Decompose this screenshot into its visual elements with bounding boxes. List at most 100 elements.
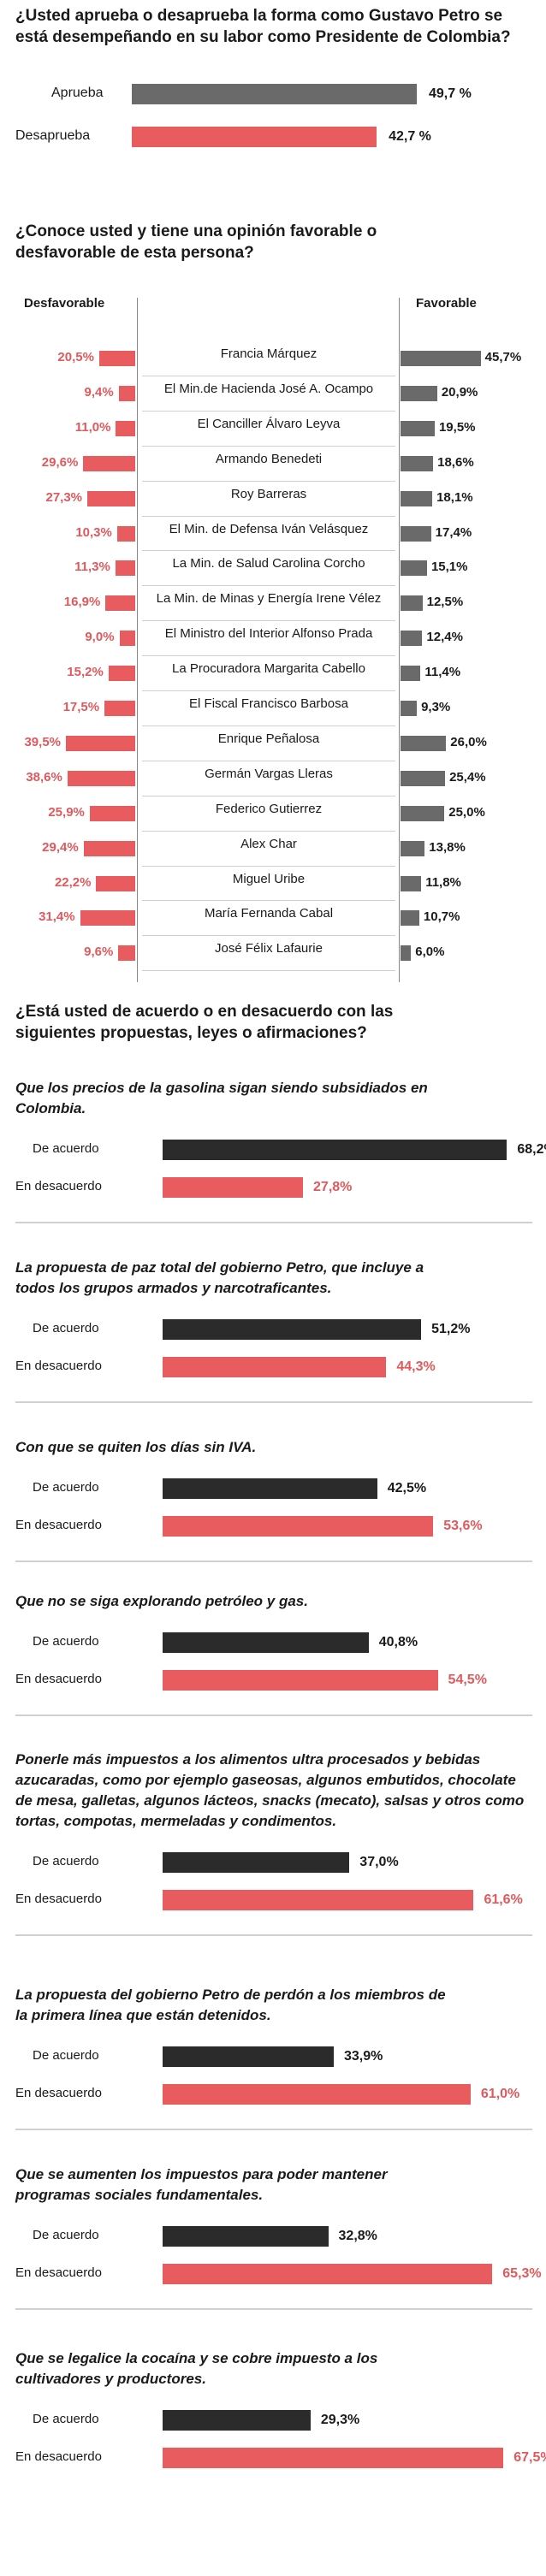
unfavorable-bar [67, 770, 135, 786]
favorable-bar [401, 490, 433, 506]
row-divider [142, 480, 395, 482]
proposal-text: La propuesta del gobierno Petro de perdó… [15, 1987, 446, 2023]
left-axis-line [137, 298, 138, 982]
agree-value: 68,2% [517, 1142, 546, 1157]
disagree-value: 54,5% [448, 1673, 487, 1687]
proposal-text: Que se aumenten los impuestos para poder… [15, 2166, 388, 2203]
row-divider [142, 585, 395, 587]
unfavorable-bar [83, 840, 135, 856]
disagree-value: 27,8% [313, 1180, 353, 1194]
favorability-question: ¿Conoce usted y tiene una opinión favora… [15, 222, 377, 262]
unfavorable-value: 11,3% [74, 560, 110, 575]
unfavorable-bar [105, 595, 135, 612]
favorable-bar [401, 385, 437, 401]
person-name: El Fiscal Francisco Barbosa [189, 696, 348, 711]
unfavorable-bar [119, 631, 135, 647]
disagree-bar [163, 1357, 387, 1377]
disapprove-label: Desaprueba [15, 128, 91, 143]
agree-label: De acuerdo [33, 1480, 99, 1495]
row-divider [142, 865, 395, 867]
section-divider [15, 1934, 532, 1936]
disagree-label: En desacuerdo [15, 2449, 102, 2464]
unfavorable-bar [89, 805, 135, 821]
section-divider [15, 1560, 532, 1562]
unfavorable-value: 31,4% [39, 909, 75, 925]
favorable-bar [401, 945, 412, 962]
favorable-value: 18,6% [437, 454, 474, 470]
unfavorable-header: Desfavorable [24, 296, 105, 311]
unfavorable-bar [116, 420, 135, 436]
favorable-value: 17,4% [435, 524, 472, 540]
agree-bar [163, 2410, 311, 2431]
unfavorable-value: 25,9% [48, 804, 85, 820]
agree-bar [163, 2226, 329, 2247]
favorable-bar [401, 805, 445, 821]
favorable-bar [401, 770, 446, 786]
disapprove-value: 42,7 % [389, 129, 431, 144]
proposal-text: Que no se siga explorando petróleo y gas… [15, 1593, 308, 1609]
person-name: La Min. de Minas y Energía Irene Vélez [156, 591, 382, 607]
favorable-bar [401, 666, 421, 682]
agree-label: De acuerdo [33, 1854, 99, 1868]
agree-bar [163, 1632, 369, 1653]
unfavorable-bar [116, 525, 135, 542]
disagree-label: En desacuerdo [15, 1518, 102, 1532]
disagree-bar [163, 2264, 493, 2284]
favorable-bar [401, 875, 422, 891]
person-name: La Min. de Salud Carolina Corcho [172, 556, 365, 571]
row-divider [142, 655, 395, 657]
proposals-question: ¿Está usted de acuerdo o en desacuerdo c… [15, 1003, 394, 1042]
favorable-bar [401, 420, 435, 436]
agree-value: 40,8% [378, 1635, 418, 1649]
favorable-value: 15,1% [430, 560, 468, 575]
unfavorable-bar [118, 385, 135, 401]
unfavorable-bar [115, 560, 135, 577]
disagree-value: 67,5% [513, 2450, 546, 2465]
row-divider [142, 445, 395, 447]
unfavorable-value: 16,9% [63, 595, 101, 610]
row-divider [142, 725, 395, 726]
row-divider [142, 515, 395, 517]
favorable-bar [401, 910, 419, 927]
row-divider [142, 620, 395, 622]
disagree-value: 61,6% [484, 1892, 523, 1907]
person-name: Enrique Peñalosa [217, 731, 320, 746]
unfavorable-bar [83, 455, 135, 471]
row-divider [142, 550, 395, 552]
row-divider [142, 970, 395, 972]
row-divider [142, 410, 395, 412]
unfavorable-bar [66, 735, 135, 751]
agree-label: De acuerdo [33, 2412, 99, 2426]
disagree-value: 61,0% [480, 2087, 520, 2101]
person-name: El Canciller Álvaro Leyva [197, 416, 341, 431]
disagree-label: En desacuerdo [15, 1179, 102, 1193]
favorable-value: 6,0% [415, 945, 445, 960]
person-name: Armando Benedeti [215, 451, 323, 466]
person-name: Miguel Uribe [232, 871, 306, 886]
person-name: María Fernanda Cabal [204, 906, 334, 921]
favorable-bar [401, 560, 427, 577]
person-name: La Procuradora Margarita Cabello [172, 661, 365, 677]
disagree-value: 44,3% [396, 1359, 436, 1374]
proposal-text: Que se legalice la cocaína y se cobre im… [15, 2350, 378, 2387]
favorable-value: 11,4% [424, 665, 461, 680]
agree-label: De acuerdo [33, 1141, 99, 1156]
person-name: El Min. de Defensa Iván Velásquez [169, 521, 369, 536]
row-divider [142, 935, 395, 937]
person-name: El Ministro del Interior Alfonso Prada [164, 626, 373, 642]
unfavorable-value: 10,3% [75, 524, 112, 540]
unfavorable-value: 20,5% [57, 350, 94, 364]
favorable-value: 11,8% [425, 874, 461, 890]
approve-label: Aprueba [51, 86, 104, 100]
disagree-value: 65,3% [502, 2266, 542, 2281]
favorable-value: 9,3% [421, 700, 451, 714]
agree-bar [163, 1319, 422, 1340]
unfavorable-value: 27,3% [45, 489, 83, 505]
agree-bar [163, 1478, 377, 1499]
agree-value: 32,8% [338, 2229, 377, 2243]
favorable-value: 45,7% [484, 350, 522, 364]
row-divider [142, 900, 395, 902]
unfavorable-value: 38,6% [26, 769, 62, 785]
favorable-value: 12,4% [426, 630, 463, 645]
favorable-bar [401, 701, 418, 716]
